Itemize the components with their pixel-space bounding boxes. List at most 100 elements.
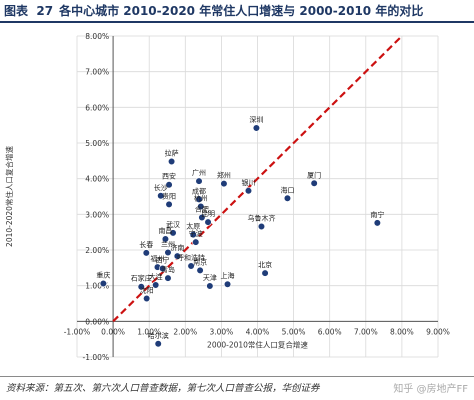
data-point-label: 济南: [170, 243, 184, 252]
header-rule: [0, 21, 474, 23]
data-point: [244, 187, 253, 195]
data-point-label: 北京: [258, 260, 272, 269]
data-point: [164, 248, 172, 257]
data-point: [161, 235, 170, 243]
y-tick-label: 2.00%: [85, 246, 109, 255]
x-tick-label: 8.00%: [390, 327, 414, 336]
y-tick-label: 1.00%: [85, 282, 109, 291]
x-tick-label: 2.00%: [173, 327, 197, 336]
data-point-label: 上海: [221, 271, 235, 280]
data-point-label: 兰州: [161, 239, 175, 248]
data-point: [196, 266, 204, 274]
data-point: [143, 294, 151, 303]
x-tick-label: 0.00%: [101, 327, 125, 336]
data-point-label: 南昌: [158, 226, 172, 235]
data-point-label: 西宁: [156, 256, 170, 265]
data-point: [142, 249, 150, 257]
data-point: [257, 222, 266, 231]
x-tick-label: 4.00%: [246, 327, 270, 336]
data-point-label: 长沙: [154, 183, 168, 192]
data-point: [189, 231, 197, 239]
data-point: [283, 194, 292, 202]
data-point-label: 厦门: [307, 170, 321, 179]
x-tick-label: 7.00%: [354, 327, 378, 336]
source-note: 资料来源：第五次、第六次人口普查数据，第七次人口普查公报，华创证券: [6, 383, 320, 394]
data-point-label: 天津: [203, 274, 217, 282]
watermark: 知乎 @房地产FF: [393, 384, 468, 395]
data-point-label: 武汉: [166, 220, 180, 229]
data-point-label: 宁波: [189, 229, 203, 238]
data-point-label: 沈阳: [140, 286, 154, 295]
data-point-label: 乌鲁木齐: [247, 213, 275, 222]
x-tick-label: 9.00%: [426, 327, 450, 336]
data-point: [252, 124, 261, 132]
data-point: [187, 262, 195, 270]
x-tick-label: 3.00%: [209, 327, 233, 336]
scatter-chart: -1.00% 0.00% 1.00% 2.00% 3.00% 4.00% 5.00% 6.00…: [4, 32, 450, 362]
data-point: [310, 179, 318, 187]
data-point-label: 贵阳: [162, 191, 176, 200]
data-point-label: 福州: [151, 254, 165, 263]
data-point-label: 南宁: [370, 210, 384, 219]
data-point-label: 哈尔滨: [148, 331, 169, 340]
data-point: [373, 219, 381, 227]
y-tick-label: 7.00%: [85, 68, 109, 77]
data-point: [198, 213, 206, 222]
data-point-label: 长春: [139, 240, 153, 249]
data-point-label: 郑州: [217, 172, 231, 180]
data-point: [137, 283, 145, 291]
data-point-label: 青岛: [161, 265, 175, 274]
y-axis-label: 2010-2020常住人口复合增速: [4, 146, 14, 247]
data-point: [220, 180, 228, 188]
data-point-label: 杭州: [194, 193, 208, 202]
data-point: [164, 274, 172, 282]
y-tick-label: 4.00%: [85, 175, 109, 184]
reference-diagonal-line: [112, 35, 403, 323]
data-point: [157, 192, 165, 200]
data-point-label: 昆明: [201, 210, 215, 218]
x-tick-label: 5.00%: [282, 327, 306, 336]
data-point-label: 广州: [192, 168, 206, 177]
data-point-label: 合肥: [195, 205, 209, 214]
data-point: [169, 229, 177, 237]
y-tick-label: -1.00%: [83, 353, 110, 362]
data-point-label: 深圳: [249, 115, 263, 124]
data-point-label: 南京: [193, 257, 207, 266]
y-tick-label: 6.00%: [85, 103, 109, 112]
data-point-label: 西安: [162, 172, 176, 181]
data-point: [158, 264, 167, 273]
axes: [77, 36, 438, 357]
data-point-label: 重庆: [96, 271, 110, 280]
y-tick-label: 8.00%: [85, 32, 109, 41]
figure-header: 图表 27 各中心城市 2010-2020 年常住人口增速与 2000-2010…: [0, 0, 474, 20]
data-point: [192, 238, 200, 246]
data-point-label: 石家庄: [131, 274, 152, 283]
data-point-label: 海口: [280, 185, 294, 194]
data-point: [152, 281, 160, 289]
data-point-label: 大连: [149, 272, 163, 281]
data-point: [195, 177, 203, 185]
data-point: [154, 340, 162, 348]
data-point: [195, 195, 203, 203]
data-point-label: 银川: [241, 178, 255, 187]
y-tick-label: 3.00%: [85, 210, 109, 219]
x-tick-label: 6.00%: [318, 327, 342, 336]
data-point-label: 成都: [192, 186, 206, 195]
x-tick-label: -1.00%: [64, 327, 91, 336]
data-point: [165, 181, 173, 189]
data-point: [165, 200, 173, 208]
footer-rule: [0, 376, 474, 377]
figure-number: 图表 27: [4, 3, 54, 18]
x-axis-label: 2000-2010常住人口复合增速: [207, 339, 308, 349]
data-point-label: 太原: [186, 222, 200, 231]
data-point: [261, 269, 269, 277]
figure-title: 各中心城市 2010-2020 年常住人口增速与 2000-2010 年的对比: [59, 3, 424, 18]
y-tick-label: 5.00%: [85, 139, 109, 148]
data-point: [204, 218, 212, 226]
y-tick-label: 0.00%: [85, 317, 109, 326]
data-point: [197, 202, 205, 211]
data-point: [206, 282, 214, 290]
x-tick-label: 1.00%: [137, 327, 161, 336]
data-point: [167, 157, 176, 166]
